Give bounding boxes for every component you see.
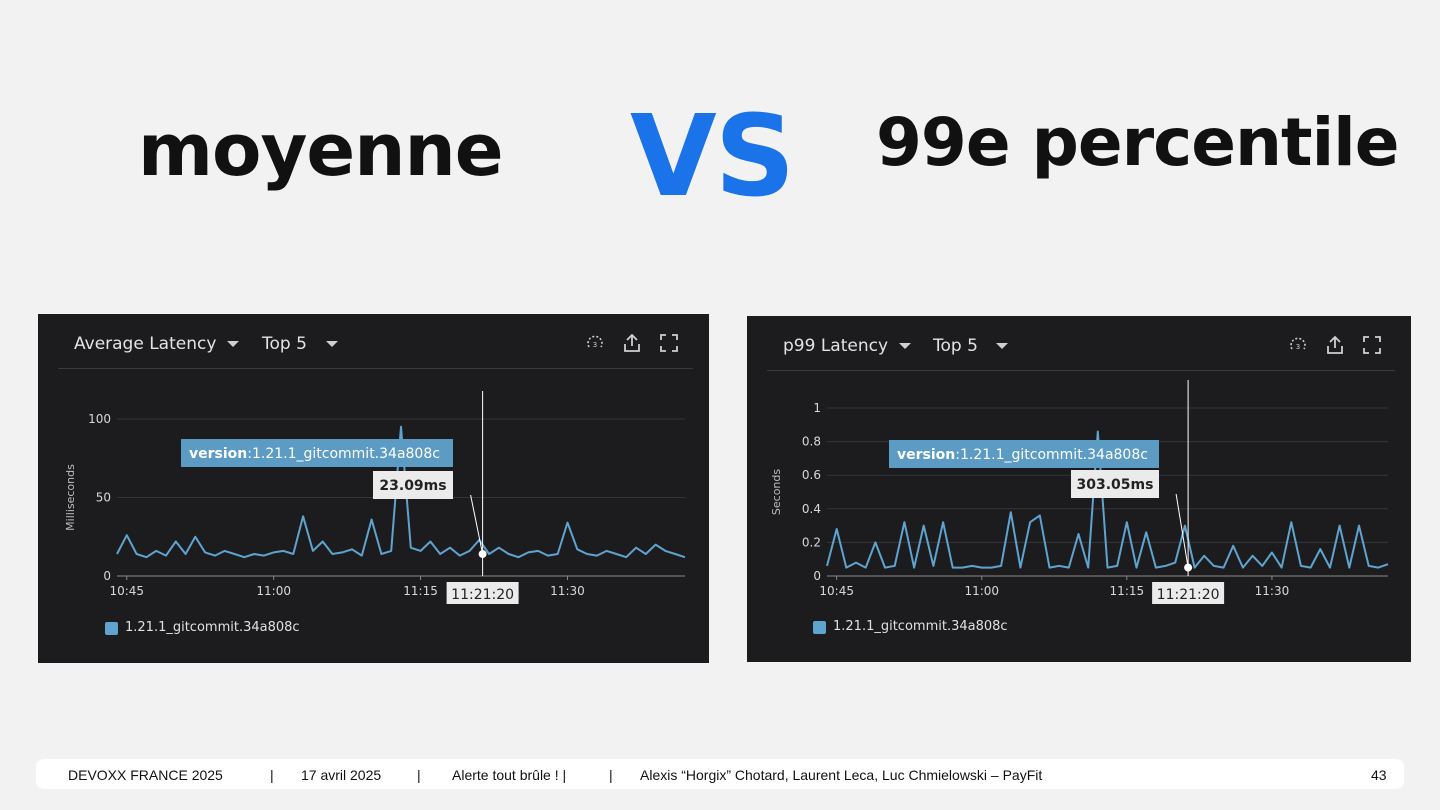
tooltip-value: 23.09ms [379, 478, 446, 494]
tooltip-time: 11:21:20 [1157, 587, 1220, 603]
x-tick-label: 11:00 [256, 584, 291, 598]
footer-page-number: 43 [1371, 767, 1387, 783]
export-icon[interactable] [1324, 334, 1346, 356]
metric-dropdown-caret-icon[interactable] [899, 343, 911, 349]
tooltip-version-text: version:1.21.1_gitcommit.34a808c [189, 446, 440, 462]
y-tick-label: 100 [88, 412, 111, 426]
y-tick-label: 1 [813, 401, 821, 415]
legend-label[interactable]: 1.21.1_gitcommit.34a808c [833, 619, 1008, 634]
footer-separator: | [270, 767, 274, 783]
title-99e-percentile: 99e percentile [876, 104, 1400, 181]
footer-event: DEVOXX FRANCE 2025 [68, 767, 223, 783]
x-tick-label: 11:00 [964, 584, 999, 598]
tooltip-version-text: version:1.21.1_gitcommit.34a808c [897, 447, 1148, 463]
metric-dropdown-label[interactable]: p99 Latency [783, 336, 889, 356]
y-tick-label: 50 [96, 491, 111, 505]
fullscreen-icon[interactable] [658, 332, 680, 354]
top-dropdown-label[interactable]: Top 5 [262, 334, 307, 354]
svg-text:3: 3 [593, 341, 597, 349]
footer-separator: | [609, 767, 613, 783]
x-tick-label: 11:15 [1110, 584, 1145, 598]
tooltip-time: 11:21:20 [451, 587, 514, 603]
footer-date: 17 avril 2025 [301, 767, 382, 783]
title-moyenne: moyenne [138, 108, 504, 192]
y-tick-label: 0.4 [802, 502, 821, 516]
y-axis-label: Milliseconds [64, 464, 77, 531]
tooltip-value-box [373, 471, 453, 499]
legend-swatch [813, 621, 826, 634]
x-tick-label: 11:30 [1255, 584, 1290, 598]
footer-authors: Alexis “Horgix” Chotard, Laurent Leca, L… [640, 767, 1043, 783]
top-dropdown-label[interactable]: Top 5 [933, 336, 978, 356]
hover-point [478, 550, 487, 559]
y-tick-label: 0.6 [802, 468, 821, 482]
tooltip-time-box [446, 582, 519, 604]
export-icon[interactable] [621, 332, 643, 354]
average-latency-chart: 0 50 100 10:45 11:00 11:15 11:30 Milliseconds ve… [64, 391, 686, 604]
fullscreen-icon[interactable] [1361, 334, 1383, 356]
tooltip-version-box [889, 440, 1159, 468]
x-tick-label: 10:45 [109, 584, 144, 598]
tooltip-value-box [1071, 470, 1159, 498]
legend-swatch [105, 622, 118, 635]
series-line[interactable] [826, 430, 1389, 569]
x-tick-label: 11:30 [550, 584, 585, 598]
slide-footer: DEVOXX FRANCE 2025 | 17 avril 2025 | Ale… [36, 759, 1404, 789]
footer-talk-title: Alerte tout brûle ! | [452, 767, 567, 783]
metric-dropdown-label[interactable]: Average Latency [74, 334, 217, 354]
y-tick-label: 0 [813, 569, 821, 583]
top-dropdown-caret-icon[interactable] [326, 341, 338, 347]
x-tick-label: 11:15 [403, 584, 438, 598]
average-latency-panel: Average Latency Top 5 3 0 50 100 10:45 11:00… [38, 314, 709, 663]
vs-label: VS [630, 92, 795, 222]
tooltip-time-box [1152, 582, 1225, 604]
tooltip-value: 303.05ms [1077, 477, 1154, 493]
metrics-icon[interactable]: 3 [584, 332, 606, 354]
p99-latency-panel: p99 Latency Top 5 3 0 0.2 0.4 0.6 0.8 1 10:45 1… [747, 316, 1411, 662]
y-tick-label: 0 [103, 569, 111, 583]
y-tick-label: 0.8 [802, 435, 821, 449]
legend-label[interactable]: 1.21.1_gitcommit.34a808c [125, 620, 300, 635]
tooltip-version-box [181, 439, 453, 467]
x-tick-label: 10:45 [819, 584, 854, 598]
y-axis-label: Seconds [770, 469, 783, 515]
y-tick-label: 0.2 [802, 535, 821, 549]
header-divider [58, 368, 693, 369]
header-divider [767, 370, 1395, 371]
tooltip-connector [470, 494, 484, 555]
footer-separator: | [417, 767, 421, 783]
series-line[interactable] [116, 425, 686, 559]
top-dropdown-caret-icon[interactable] [996, 343, 1008, 349]
p99-latency-chart: 0 0.2 0.4 0.6 0.8 1 10:45 11:00 11:15 11:30 Second… [770, 380, 1389, 604]
metric-dropdown-caret-icon[interactable] [227, 341, 239, 347]
metrics-icon[interactable]: 3 [1287, 334, 1309, 356]
svg-text:3: 3 [1296, 343, 1300, 351]
tooltip-connector [1175, 493, 1189, 568]
